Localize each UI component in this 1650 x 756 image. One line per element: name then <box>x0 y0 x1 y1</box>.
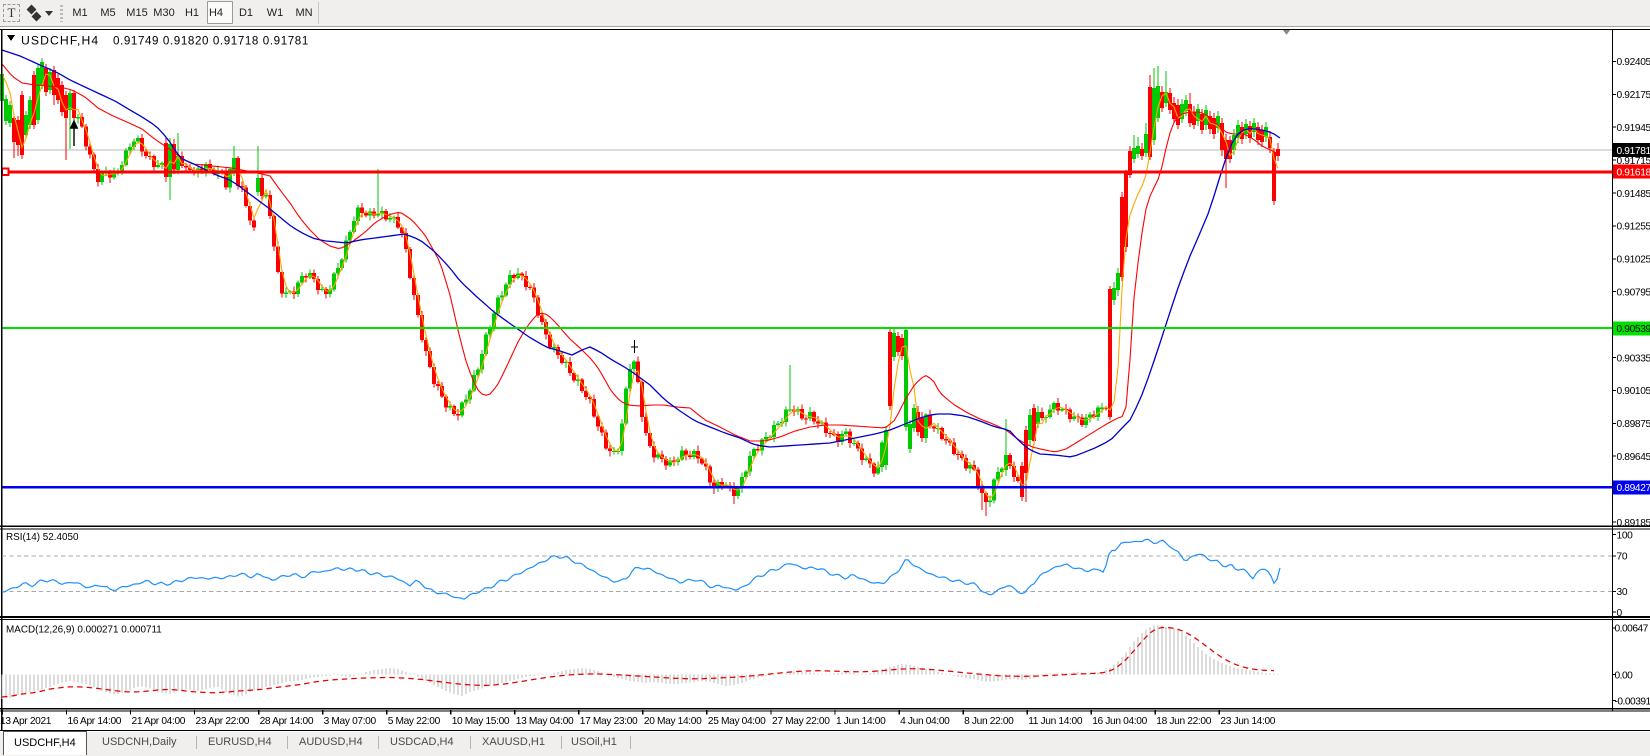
svg-text:5 May 22:00: 5 May 22:00 <box>388 716 441 727</box>
svg-text:16 Apr 14:00: 16 Apr 14:00 <box>68 716 122 727</box>
svg-text:23 Jun 14:00: 23 Jun 14:00 <box>1220 716 1275 727</box>
svg-text:25 May 04:00: 25 May 04:00 <box>708 716 766 727</box>
svg-text:0.90795: 0.90795 <box>1617 288 1650 299</box>
svg-text:70: 70 <box>1617 552 1628 563</box>
svg-text:0: 0 <box>1617 608 1623 619</box>
svg-text:20 May 14:00: 20 May 14:00 <box>644 716 702 727</box>
svg-text:27 May 22:00: 27 May 22:00 <box>772 716 830 727</box>
svg-text:100: 100 <box>1617 531 1634 542</box>
svg-text:0.00647: 0.00647 <box>1615 624 1649 635</box>
svg-text:0.92405: 0.92405 <box>1617 57 1650 68</box>
svg-text:13 Apr 2021: 13 Apr 2021 <box>0 716 52 727</box>
svg-text:21 Apr 04:00: 21 Apr 04:00 <box>132 716 186 727</box>
svg-text:3 May 07:00: 3 May 07:00 <box>324 716 377 727</box>
svg-text:4 Jun 04:00: 4 Jun 04:00 <box>900 716 950 727</box>
svg-text:13 May 04:00: 13 May 04:00 <box>516 716 574 727</box>
svg-text:0.91025: 0.91025 <box>1617 255 1650 266</box>
svg-text:28 Apr 14:00: 28 Apr 14:00 <box>260 716 314 727</box>
svg-text:30: 30 <box>1617 587 1628 598</box>
svg-text:0.89427: 0.89427 <box>1617 483 1650 494</box>
svg-text:MACD(12,26,9) 0.000271 0.00071: MACD(12,26,9) 0.000271 0.000711 <box>6 625 162 636</box>
svg-text:0.89185: 0.89185 <box>1617 518 1650 529</box>
svg-text:0.89875: 0.89875 <box>1617 419 1650 430</box>
svg-text:-0.00391: -0.00391 <box>1615 696 1650 707</box>
svg-text:0.92175: 0.92175 <box>1617 90 1650 101</box>
svg-text:0.89645: 0.89645 <box>1617 452 1650 463</box>
svg-text:11 Jun 14:00: 11 Jun 14:00 <box>1028 716 1083 727</box>
svg-text:USDCHF,H4: USDCHF,H4 <box>21 34 99 48</box>
svg-text:0.90335: 0.90335 <box>1617 353 1650 364</box>
svg-text:8 Jun 22:00: 8 Jun 22:00 <box>964 716 1014 727</box>
svg-text:0.91749 0.91820 0.91718 0.9178: 0.91749 0.91820 0.91718 0.91781 <box>113 35 309 48</box>
svg-text:0.00: 0.00 <box>1615 671 1634 682</box>
svg-text:0.91715: 0.91715 <box>1617 156 1650 167</box>
svg-text:0.90539: 0.90539 <box>1617 324 1650 335</box>
svg-text:0.91781: 0.91781 <box>1617 146 1650 157</box>
svg-text:0.91255: 0.91255 <box>1617 222 1650 233</box>
svg-text:0.91945: 0.91945 <box>1617 123 1650 134</box>
svg-text:18 Jun 22:00: 18 Jun 22:00 <box>1156 716 1211 727</box>
svg-text:16 Jun 04:00: 16 Jun 04:00 <box>1092 716 1147 727</box>
svg-text:0.90105: 0.90105 <box>1617 386 1650 397</box>
svg-text:RSI(14) 52.4050: RSI(14) 52.4050 <box>6 532 79 543</box>
svg-text:23 Apr 22:00: 23 Apr 22:00 <box>196 716 250 727</box>
svg-text:1 Jun 14:00: 1 Jun 14:00 <box>836 716 886 727</box>
svg-text:0.91618: 0.91618 <box>1617 168 1650 179</box>
svg-text:17 May 23:00: 17 May 23:00 <box>580 716 638 727</box>
svg-text:10 May 15:00: 10 May 15:00 <box>452 716 510 727</box>
svg-text:0.91485: 0.91485 <box>1617 189 1650 200</box>
